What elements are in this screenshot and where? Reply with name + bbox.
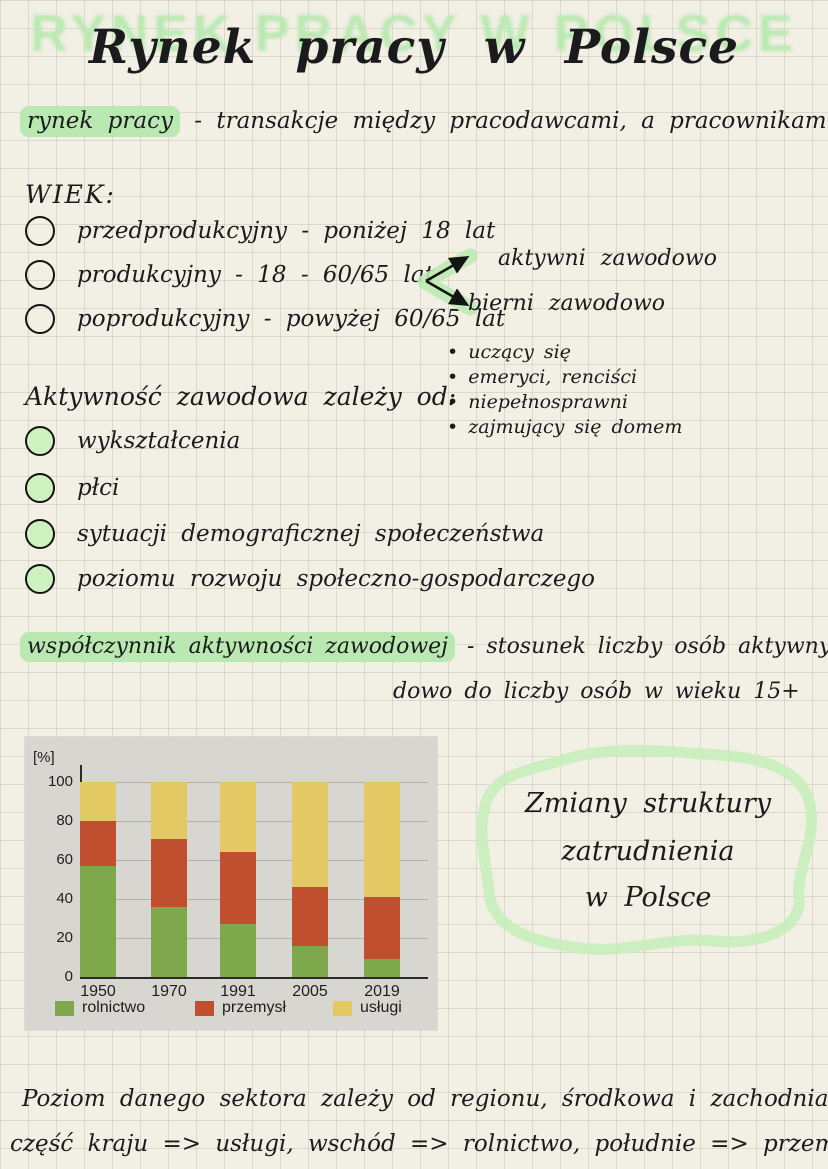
age-section-heading: WIEK:	[25, 180, 116, 209]
age-item-label: produkcyjny - 18 - 60/65 lat	[77, 262, 434, 288]
coefficient-line-1: współczynnik aktywności zawodowej - stos…	[20, 632, 828, 662]
circle-bullet-icon	[25, 519, 55, 549]
activity-factor-label: wykształcenia	[77, 428, 241, 454]
activity-factor-label: poziomu rozwoju społeczno-gospodarczego	[77, 566, 596, 592]
blob-note-line: w Polsce	[584, 882, 712, 913]
passive-label: bierni zawodowo	[468, 291, 666, 316]
age-item-production: produkcyjny - 18 - 60/65 lat	[25, 260, 434, 290]
activity-factor-education: wykształcenia	[25, 426, 240, 456]
legend-swatch-icon	[195, 1000, 214, 1016]
chart-bar-segment-rolnictwo-2019	[364, 959, 400, 977]
age-item-postproduction: poprodukcyjny - powyżej 60/65 lat	[25, 304, 505, 334]
chart-x-label: 2019	[364, 983, 400, 1000]
chart-ytick-label: 80	[56, 812, 73, 829]
chart-unit-label: [%]	[33, 749, 55, 766]
chart-ytick-label: 0	[64, 968, 73, 985]
activity-section-heading: Aktywność zawodowa zależy od:	[25, 382, 457, 411]
passive-example-item: • niepełnosprawni	[447, 391, 628, 413]
coefficient-line-2: dowo do liczby osób w wieku 15+	[393, 679, 800, 704]
chart-bar-segment-rolnictwo-1970	[151, 906, 187, 977]
circle-bullet-icon	[25, 426, 55, 456]
chart-bar-segment-przemysł-2019	[364, 897, 400, 960]
passive-example-item: • uczący się	[447, 341, 571, 363]
chart-bar-segment-przemysł-2005	[292, 887, 328, 946]
circle-bullet-icon	[25, 304, 55, 334]
legend-swatch-icon	[55, 1000, 74, 1016]
chart-bar-segment-usługi-1950	[80, 782, 116, 821]
blob-note-line: Zmiany struktury	[524, 788, 772, 819]
legend-label: przemysł	[222, 999, 287, 1016]
chart-x-axis	[80, 977, 428, 979]
chart-bar-segment-usługi-2005	[292, 782, 328, 888]
legend-label: rolnictwo	[82, 999, 146, 1016]
circle-bullet-icon	[25, 260, 55, 290]
split-arrow-icon	[417, 248, 478, 316]
active-label: aktywni zawodowo	[498, 246, 717, 271]
blob-note-line: zatrudnienia	[561, 836, 735, 867]
footer-line-1: Poziom danego sektora zależy od regionu,…	[22, 1086, 828, 1112]
coefficient-highlight: współczynnik aktywności zawodowej	[20, 632, 456, 662]
chart-legend-item-usługi: usługi	[333, 999, 402, 1017]
page-title: Rynek pracy w Polsce	[89, 20, 739, 75]
chart-bar-segment-rolnictwo-2005	[292, 945, 328, 977]
chart-ytick-label: 20	[56, 929, 73, 946]
activity-factor-label: płci	[77, 475, 120, 501]
definition-text: - transakcje między pracodawcami, a prac…	[179, 108, 828, 134]
chart-bar-segment-przemysł-1991	[220, 852, 256, 925]
chart-legend-item-rolnictwo: rolnictwo	[55, 999, 145, 1017]
legend-label: usługi	[360, 999, 402, 1016]
chart-x-label: 1991	[220, 983, 256, 1000]
chart-x-label: 2005	[292, 983, 328, 1000]
passive-example-item: • emeryci, renciści	[447, 366, 638, 388]
circle-bullet-icon	[25, 473, 55, 503]
footer-line-2: część kraju => usługi, wschód => rolnict…	[10, 1131, 828, 1157]
chart-ytick-label: 40	[56, 890, 73, 907]
chart-bar-segment-przemysł-1970	[151, 838, 187, 907]
legend-swatch-icon	[333, 1000, 352, 1016]
circle-bullet-icon	[25, 216, 55, 246]
chart-x-label: 1950	[80, 983, 116, 1000]
activity-factor-demography: sytuacji demograficznej społeczeństwa	[25, 519, 544, 549]
age-item-preproduction: przedprodukcyjny - poniżej 18 lat	[25, 216, 495, 246]
definition-line: rynek pracy - transakcje między pracodaw…	[20, 106, 828, 137]
chart-bar-segment-rolnictwo-1991	[220, 924, 256, 977]
term-highlight: rynek pracy	[20, 106, 180, 137]
activity-factor-development: poziomu rozwoju społeczno-gospodarczego	[25, 564, 595, 594]
passive-example-item: • zajmujący się domem	[447, 416, 683, 438]
circle-bullet-icon	[25, 564, 55, 594]
chart-bar-segment-rolnictwo-1950	[80, 865, 116, 977]
chart-x-label: 1970	[151, 983, 187, 1000]
chart-ytick-label: 60	[56, 851, 73, 868]
age-item-label: przedprodukcyjny - poniżej 18 lat	[77, 218, 496, 244]
chart-bar-segment-usługi-1970	[151, 782, 187, 839]
chart-legend-item-przemysł: przemysł	[195, 999, 286, 1017]
chart-bar-segment-przemysł-1950	[80, 821, 116, 866]
blob-outline-icon	[476, 744, 818, 955]
passive-examples-list: • uczący się • emeryci, renciści • niepe…	[447, 340, 682, 440]
chart-bar-segment-usługi-1991	[220, 782, 256, 853]
title-highlight-text: RYNEK PRACY W POLSCE	[30, 5, 798, 63]
note-blob: Zmiany struktury zatrudnienia w Polsce	[468, 740, 828, 965]
chart-ytick-label: 100	[47, 773, 73, 790]
chart-bar-segment-usługi-2019	[364, 782, 400, 898]
employment-chart: [%] 0 20 40 60 80 100 1950 1970 1991 2005 2019 roln…	[25, 737, 437, 1030]
activity-factor-label: sytuacji demograficznej społeczeństwa	[77, 521, 545, 547]
activity-factor-gender: płci	[25, 473, 119, 503]
age-item-label: poprodukcyjny - powyżej 60/65 lat	[77, 306, 506, 332]
